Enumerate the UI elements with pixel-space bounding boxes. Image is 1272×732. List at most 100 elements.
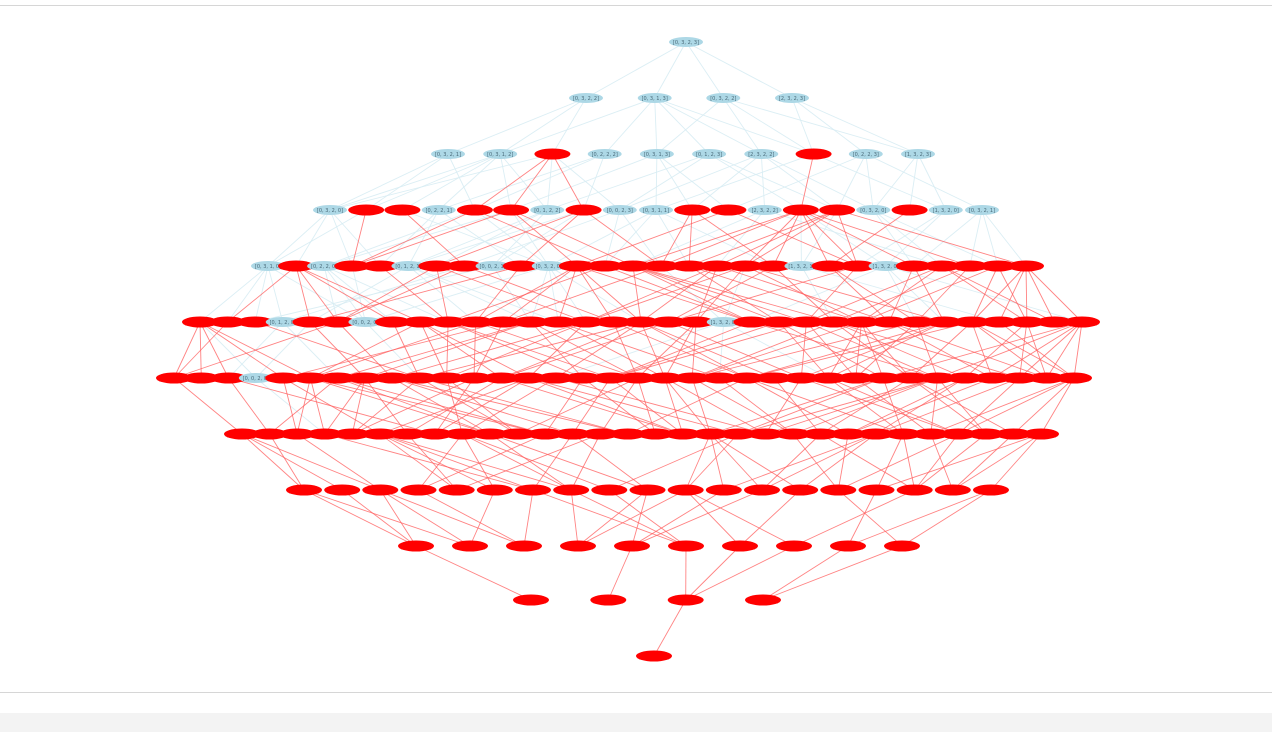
selected-node[interactable] xyxy=(839,260,876,272)
selected-node[interactable] xyxy=(1036,316,1073,328)
selected-node[interactable] xyxy=(590,594,627,606)
selected-node[interactable] xyxy=(719,428,756,440)
selected-node-shape[interactable] xyxy=(619,372,656,384)
selected-node[interactable] xyxy=(699,260,736,272)
selected-node[interactable] xyxy=(940,428,977,440)
lattice-node-shape[interactable] xyxy=(569,93,603,103)
selected-node[interactable] xyxy=(586,260,623,272)
selected-node[interactable] xyxy=(934,484,971,496)
selected-node[interactable] xyxy=(615,260,651,272)
selected-node[interactable] xyxy=(554,428,591,440)
selected-node-shape[interactable] xyxy=(515,484,551,496)
selected-node[interactable] xyxy=(565,372,602,384)
selected-node[interactable] xyxy=(830,540,866,552)
lattice-node[interactable]: [2, 3, 2, 2] xyxy=(744,149,779,159)
selected-node-shape[interactable] xyxy=(210,372,247,384)
selected-node[interactable] xyxy=(324,484,361,496)
selected-node[interactable] xyxy=(334,428,371,440)
selected-node[interactable] xyxy=(728,372,765,384)
selected-node[interactable] xyxy=(286,484,322,496)
selected-node-shape[interactable] xyxy=(324,484,361,496)
selected-node-shape[interactable] xyxy=(692,428,729,440)
selected-node-shape[interactable] xyxy=(664,428,701,440)
graph-canvas[interactable]: [0, 3, 2, 3] [0, 3, 2, 2] [0, 3, 1, 3] [0, … xyxy=(0,6,1272,692)
selected-node-shape[interactable] xyxy=(756,372,792,384)
selected-node-shape[interactable] xyxy=(334,428,371,440)
selected-node[interactable] xyxy=(457,316,494,328)
selected-node[interactable] xyxy=(398,540,434,552)
selected-node[interactable] xyxy=(782,204,819,216)
selected-node[interactable] xyxy=(705,484,742,496)
selected-node-shape[interactable] xyxy=(483,372,520,384)
selected-node-shape[interactable] xyxy=(582,428,619,440)
selected-node[interactable] xyxy=(678,316,715,328)
selected-node[interactable] xyxy=(534,148,571,160)
selected-node[interactable] xyxy=(674,204,711,216)
selected-node-shape[interactable] xyxy=(609,428,646,440)
selected-node[interactable] xyxy=(811,260,848,272)
selected-node[interactable] xyxy=(374,372,411,384)
selected-node-shape[interactable] xyxy=(401,372,438,384)
selected-node[interactable] xyxy=(973,484,1009,496)
selected-node[interactable] xyxy=(756,372,792,384)
selected-node[interactable] xyxy=(476,484,513,496)
selected-node-shape[interactable] xyxy=(389,428,426,440)
selected-node[interactable] xyxy=(446,260,483,272)
selected-node-shape[interactable] xyxy=(629,484,666,496)
selected-node[interactable] xyxy=(384,204,421,216)
lattice-node[interactable]: [0, 1, 2, 2] xyxy=(530,205,565,215)
selected-node-shape[interactable] xyxy=(286,484,322,496)
selected-node[interactable] xyxy=(456,372,492,384)
graph-nodes[interactable]: [0, 3, 2, 3] [0, 3, 2, 2] [0, 3, 1, 3] [0, … xyxy=(156,37,1100,662)
selected-node-shape[interactable] xyxy=(912,428,949,440)
selected-node-shape[interactable] xyxy=(402,316,439,328)
lattice-node-shape[interactable] xyxy=(868,261,903,271)
selected-node-shape[interactable] xyxy=(400,484,437,496)
selected-node-shape[interactable] xyxy=(512,316,549,328)
selected-node-shape[interactable] xyxy=(472,428,508,440)
selected-node[interactable] xyxy=(537,372,574,384)
selected-node-shape[interactable] xyxy=(839,260,876,272)
selected-node-shape[interactable] xyxy=(898,316,935,328)
selected-node[interactable] xyxy=(783,372,820,384)
selected-node[interactable] xyxy=(788,316,825,328)
selected-node[interactable] xyxy=(643,260,679,272)
selected-node-shape[interactable] xyxy=(733,316,770,328)
lattice-node-shape[interactable] xyxy=(706,93,741,103)
selected-node[interactable] xyxy=(553,484,590,496)
selected-node-shape[interactable] xyxy=(444,428,481,440)
selected-node[interactable] xyxy=(692,428,729,440)
lattice-node[interactable]: [0, 3, 1, 3] xyxy=(637,93,672,103)
selected-node-shape[interactable] xyxy=(1036,316,1073,328)
selected-node[interactable] xyxy=(667,484,704,496)
selected-node[interactable] xyxy=(953,316,990,328)
selected-node[interactable] xyxy=(892,372,929,384)
selected-node-shape[interactable] xyxy=(722,540,758,552)
lattice-node-shape[interactable] xyxy=(313,205,347,215)
selected-node-shape[interactable] xyxy=(981,316,1018,328)
selected-node-shape[interactable] xyxy=(843,316,880,328)
selected-node[interactable] xyxy=(251,428,288,440)
selected-node-shape[interactable] xyxy=(567,316,604,328)
selected-node-shape[interactable] xyxy=(637,428,674,440)
selected-node-shape[interactable] xyxy=(540,316,577,328)
lattice-node-shape[interactable] xyxy=(238,373,273,383)
selected-node-shape[interactable] xyxy=(830,428,867,440)
selected-node-shape[interactable] xyxy=(895,260,932,272)
selected-node-shape[interactable] xyxy=(348,204,385,216)
selected-node-shape[interactable] xyxy=(896,484,933,496)
selected-node-shape[interactable] xyxy=(278,260,315,272)
selected-node-shape[interactable] xyxy=(183,372,220,384)
selected-node-shape[interactable] xyxy=(510,372,547,384)
selected-node[interactable] xyxy=(416,428,453,440)
selected-node-shape[interactable] xyxy=(755,260,792,272)
selected-node[interactable] xyxy=(278,260,315,272)
selected-node[interactable] xyxy=(776,540,812,552)
selected-node[interactable] xyxy=(923,260,960,272)
lattice-node-shape[interactable] xyxy=(775,93,809,103)
selected-node[interactable] xyxy=(183,372,220,384)
selected-node-shape[interactable] xyxy=(319,316,356,328)
selected-node-shape[interactable] xyxy=(830,540,866,552)
selected-node-shape[interactable] xyxy=(934,484,971,496)
selected-node-shape[interactable] xyxy=(1064,316,1100,328)
